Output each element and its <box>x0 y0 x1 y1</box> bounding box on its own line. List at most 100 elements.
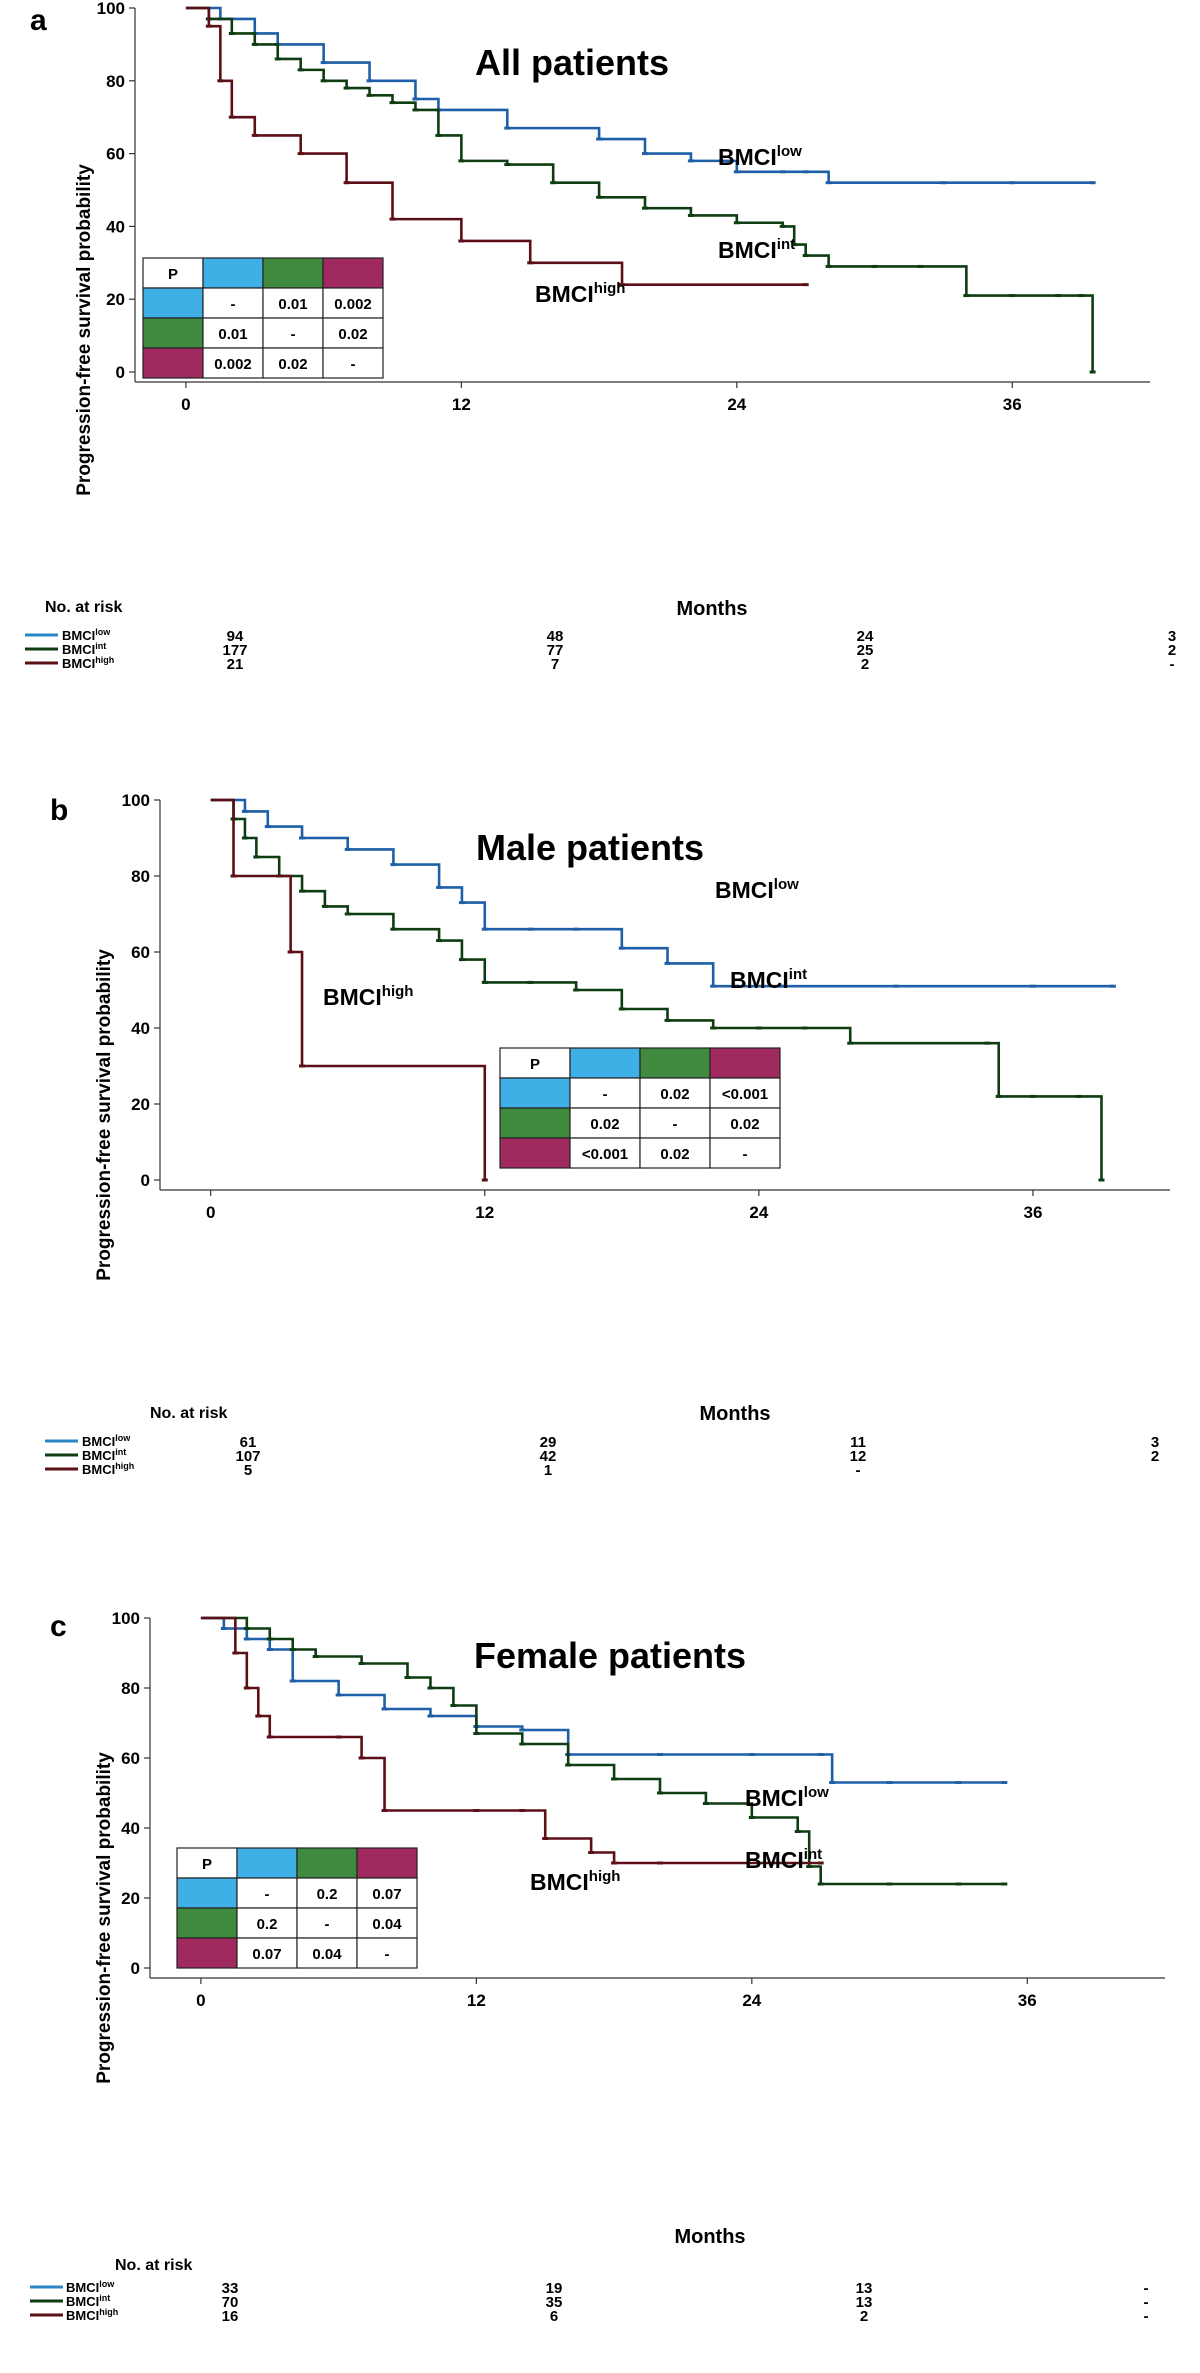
panel-a: a All patients Months Progression-free s… <box>0 0 1200 760</box>
risk-count: 19 <box>546 2280 563 2297</box>
x-tick-label: 0 <box>206 1203 215 1222</box>
y-tick-label: 80 <box>121 1679 140 1698</box>
x-tick-label: 12 <box>467 1991 486 2010</box>
p-table-swatch <box>499 1107 571 1139</box>
risk-count: - <box>1144 2294 1149 2311</box>
risk-count: - <box>1144 2308 1149 2325</box>
p-table-value: 0.01 <box>278 296 307 313</box>
risk-table: No. at risk BMCIlow 33 19 13 - BMCIint 70 35 13 -… <box>30 2257 1149 2325</box>
p-table-cell <box>709 1107 781 1139</box>
risk-row-label: BMCIlow <box>66 2279 115 2295</box>
p-table-value: P <box>202 1856 212 1873</box>
p-table-cell <box>322 347 384 379</box>
p-value-table: P - 0.2 0.07 0.2 - 0.04 0.07 0.04 - <box>176 1847 418 1969</box>
x-tick-label: 36 <box>1003 395 1022 414</box>
p-table-swatch <box>499 1137 571 1169</box>
p-table-value: 0.02 <box>660 1146 689 1163</box>
p-table-swatch <box>176 1877 238 1909</box>
risk-count: 107 <box>235 1448 260 1465</box>
p-table-cell <box>569 1137 641 1169</box>
p-table-swatch <box>236 1847 298 1879</box>
y-tick-label: 60 <box>131 943 150 962</box>
p-table-swatch <box>202 257 264 289</box>
p-table-value: 0.04 <box>312 1946 342 1963</box>
p-table-swatch <box>296 1847 358 1879</box>
risk-count: 2 <box>861 656 869 673</box>
p-table-value: 0.002 <box>334 296 372 313</box>
p-table-value: - <box>351 356 356 373</box>
p-table-swatch <box>142 287 204 319</box>
p-table-cell <box>236 1877 298 1909</box>
y-tick-label: 40 <box>106 217 125 236</box>
p-value-table: P - 0.01 0.002 0.01 - 0.02 0.002 0.02 - <box>142 257 384 379</box>
p-table-cell <box>709 1137 781 1169</box>
p-table-cell <box>262 317 324 349</box>
p-table-value: - <box>231 296 236 313</box>
risk-count: 5 <box>244 1462 252 1479</box>
curve-label-int: BMCIint <box>730 966 807 993</box>
km-curve-high <box>185 6 806 286</box>
p-table-value: 0.002 <box>214 356 252 373</box>
y-tick-label: 40 <box>121 1819 140 1838</box>
p-value-table: P - 0.02 <0.001 0.02 - 0.02 <0.001 0.02 - <box>499 1047 781 1169</box>
curve-label-high: BMCIhigh <box>530 1868 620 1895</box>
p-table-value: 0.01 <box>218 326 247 343</box>
y-tick-label: 0 <box>131 1959 140 1978</box>
risk-count: 29 <box>540 1434 557 1451</box>
plot-area: 0 20 40 60 80 100 0 12 24 36 <box>112 1609 1165 2010</box>
p-table-value: 0.2 <box>257 1916 278 1933</box>
x-axis-label: Months <box>676 598 747 620</box>
risk-row-label: BMCIint <box>82 1447 126 1463</box>
p-table-cell <box>639 1077 711 1109</box>
risk-count: 24 <box>857 628 874 645</box>
risk-table: No. at risk BMCIlow 94 48 24 3 BMCIint 177 77 25… <box>25 599 1176 673</box>
x-tick-label: 12 <box>452 395 471 414</box>
risk-row-label: BMCIhigh <box>62 655 114 671</box>
y-tick-label: 40 <box>131 1019 150 1038</box>
y-tick-label: 80 <box>106 72 125 91</box>
plot-area: 0 20 40 60 80 100 0 12 24 36 <box>122 791 1170 1222</box>
y-tick-label: 100 <box>122 791 150 810</box>
km-curve-low <box>185 6 1093 185</box>
curve-labels: BMCIlow BMCIint BMCIhigh <box>530 1784 829 1895</box>
curve-label-high: BMCIhigh <box>535 280 625 307</box>
p-table-cell <box>262 347 324 379</box>
curve-label-low: BMCIlow <box>745 1784 829 1811</box>
risk-count: 1 <box>544 1462 552 1479</box>
km-curve-low <box>210 798 1113 988</box>
x-tick-label: 24 <box>749 1203 768 1222</box>
p-table-swatch <box>176 1907 238 1939</box>
curve-labels: BMCIlow BMCIint BMCIhigh <box>323 876 807 1010</box>
km-curve-int <box>185 6 1094 372</box>
risk-header: No. at risk <box>150 1405 227 1422</box>
x-tick-label: 0 <box>196 1991 205 2010</box>
risk-count: - <box>1170 656 1175 673</box>
km-curve-high <box>200 1616 821 1865</box>
x-tick-label: 24 <box>742 1991 761 2010</box>
p-table-value: - <box>265 1886 270 1903</box>
curve-label-low: BMCIlow <box>715 876 799 903</box>
x-tick-label: 36 <box>1018 1991 1037 2010</box>
panel-letter: a <box>30 4 47 37</box>
risk-row-label: BMCIhigh <box>66 2307 118 2323</box>
y-tick-label: 20 <box>121 1889 140 1908</box>
curve-label-int: BMCIint <box>745 1846 822 1873</box>
plot-area: 0 20 40 60 80 100 0 12 24 36 <box>97 0 1150 414</box>
risk-count: 12 <box>850 1448 867 1465</box>
p-table-value: - <box>673 1116 678 1133</box>
y-tick-label: 20 <box>106 290 125 309</box>
x-axis-label: Months <box>699 1403 770 1425</box>
p-table-cell <box>202 347 264 379</box>
p-table-value: - <box>325 1916 330 1933</box>
km-chart-b: b Male patients Months Progression-free … <box>45 791 1170 1479</box>
p-table-value: 0.02 <box>730 1116 759 1133</box>
curve-label-low: BMCIlow <box>718 143 802 170</box>
p-table-value: 0.02 <box>660 1086 689 1103</box>
p-table-value: 0.02 <box>338 326 367 343</box>
y-tick-label: 0 <box>141 1171 150 1190</box>
panel-letter: b <box>50 794 68 827</box>
p-table-cell <box>569 1107 641 1139</box>
y-tick-label: 80 <box>131 867 150 886</box>
risk-count: 7 <box>551 656 559 673</box>
risk-count: 21 <box>227 656 244 673</box>
